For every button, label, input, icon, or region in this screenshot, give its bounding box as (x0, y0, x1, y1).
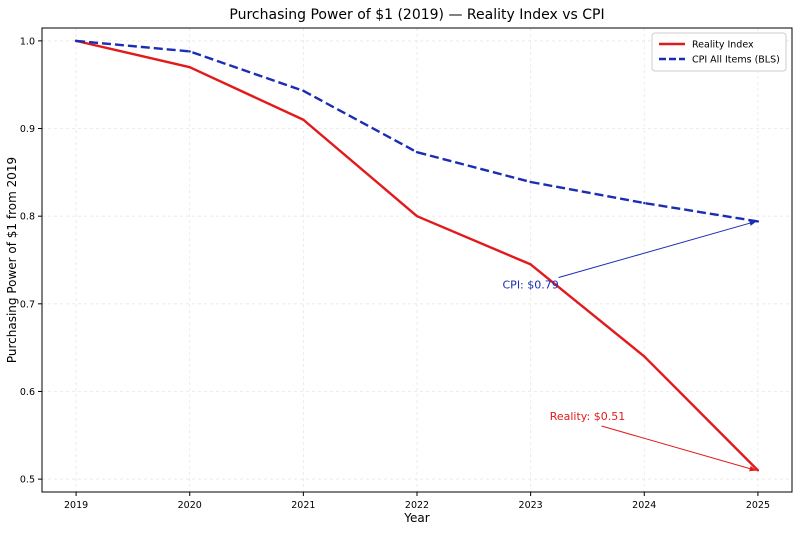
series-0-point (529, 263, 532, 266)
series-0-point (188, 65, 191, 69)
series-0-point (643, 355, 646, 358)
series-1-point (188, 50, 191, 53)
chart-title: Purchasing Power of $1 (2019) — Reality … (229, 7, 604, 23)
y-tick-label: 0.7 (20, 299, 35, 310)
series-1-point (643, 201, 646, 205)
x-tick-label: 2022 (405, 500, 429, 511)
y-tick-label: 0.5 (20, 475, 35, 486)
legend-label-1: CPI All Items (BLS) (692, 55, 780, 66)
legend-box (651, 32, 787, 72)
x-axis-label: Year (403, 511, 429, 525)
x-tick-label: 2025 (746, 500, 770, 511)
annotation-arrow (558, 220, 757, 279)
series-0-point (415, 214, 419, 218)
series-0-point (756, 469, 760, 472)
x-tick-label: 2019 (64, 500, 88, 511)
y-axis-label: Purchasing Power of $1 from 2019 (5, 157, 19, 363)
series-1-point (302, 89, 305, 93)
annotation-arrow (601, 425, 757, 472)
x-tick-label: 2024 (632, 500, 656, 511)
y-tick-label: 1.0 (20, 36, 35, 47)
annotation-label: CPI: $0.79 (503, 279, 559, 292)
series-1-point (529, 180, 532, 184)
series-1-point (74, 39, 78, 43)
y-tick-label: 0.8 (20, 212, 35, 223)
series-1-point (756, 220, 760, 223)
series-0-point (302, 118, 305, 121)
annotation-label: Reality: $0.51 (550, 410, 626, 423)
y-tick-label: 0.9 (20, 124, 35, 135)
x-tick-label: 2021 (291, 500, 315, 511)
series-1-point (415, 150, 419, 154)
y-tick-label: 0.6 (20, 387, 35, 398)
x-tick-label: 2023 (519, 500, 543, 511)
legend-label-0: Reality Index (692, 40, 754, 51)
x-tick-label: 2020 (178, 500, 202, 511)
